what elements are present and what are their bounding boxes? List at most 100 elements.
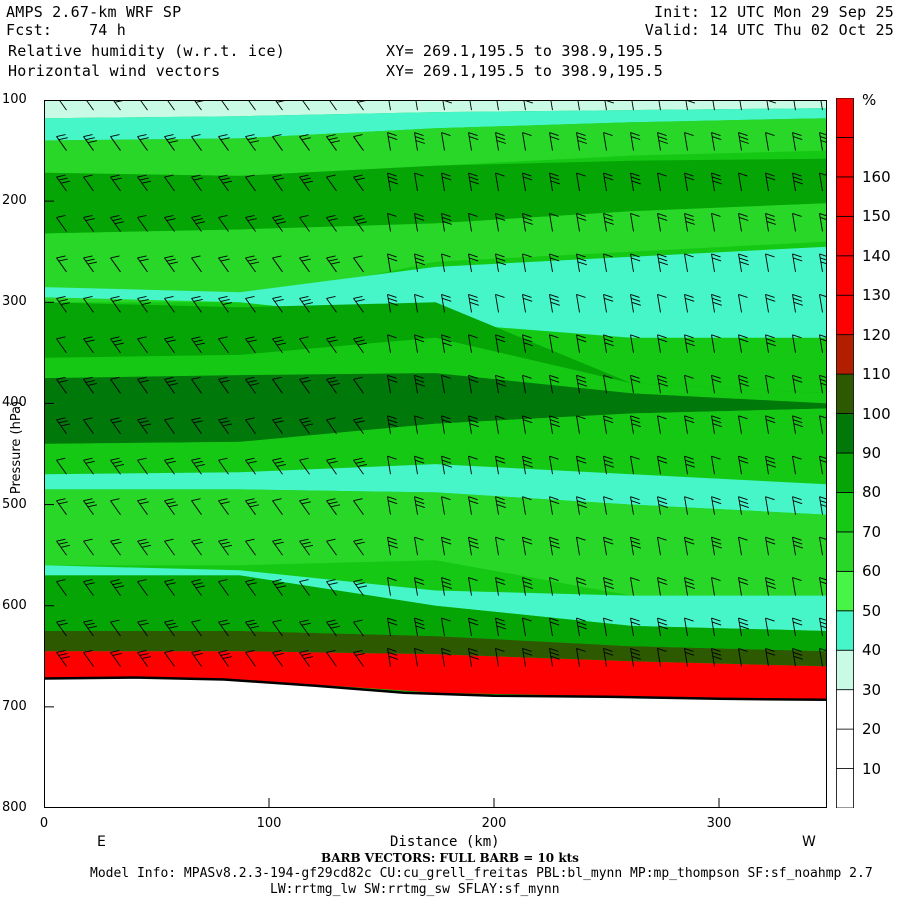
barb-staff (164, 652, 175, 667)
barb-flag (549, 536, 559, 541)
wind-barb (56, 295, 70, 313)
barb-flag (139, 653, 149, 656)
legend-swatch (836, 137, 854, 178)
wind-barb (765, 253, 775, 273)
wind-barb (137, 134, 149, 151)
barb-staff (792, 334, 796, 353)
barb-staff (495, 496, 499, 515)
wind-barb (272, 579, 286, 596)
wind-barb (738, 374, 749, 394)
barb-staff (191, 500, 202, 515)
wind-barb (468, 213, 478, 232)
wind-barb (630, 536, 641, 556)
barb-flag (301, 258, 311, 262)
barb-flag (442, 540, 452, 545)
barb-flag (141, 423, 151, 427)
wind-barb (56, 336, 67, 354)
barb-flag (388, 136, 398, 140)
barb-flag (495, 647, 505, 652)
barb-staff (56, 136, 67, 151)
barb-flag (218, 417, 228, 421)
barb-flag (631, 297, 641, 302)
barb-staff (56, 652, 67, 667)
barb-flag (496, 140, 506, 144)
barb-flag (576, 496, 586, 501)
barb-staff (441, 577, 445, 596)
barb-staff (576, 213, 580, 232)
wind-barb (245, 336, 257, 354)
wind-barb (603, 536, 614, 556)
barb-flag (522, 132, 532, 136)
wind-barb (549, 577, 559, 596)
barb-flag (684, 293, 694, 298)
barb-flag (496, 621, 506, 626)
barb-flag (793, 176, 803, 181)
barb-flag (249, 383, 259, 386)
barb-flag (658, 140, 668, 144)
wind-barb (299, 649, 313, 667)
barb-flag (819, 455, 827, 460)
barb-flag (577, 261, 587, 266)
barb-flag (522, 647, 532, 652)
header-model: AMPS 2.67-km WRF SP (6, 3, 182, 21)
barb-staff (218, 176, 229, 192)
wind-barb (164, 538, 175, 556)
barb-flag (604, 338, 614, 343)
legend-level-label: 80 (862, 483, 882, 502)
barb-flag (765, 536, 775, 541)
barb-staff (56, 217, 67, 232)
wind-barb (272, 417, 284, 435)
barb-flag (272, 255, 282, 259)
barb-staff (441, 496, 445, 515)
barb-flag (299, 174, 309, 178)
wind-barb (83, 579, 95, 596)
wind-barb (245, 619, 259, 637)
barb-flag (711, 293, 721, 298)
barb-flag (328, 582, 338, 586)
wind-barb (245, 376, 259, 394)
barb-staff (326, 459, 337, 475)
barb-staff (164, 581, 175, 596)
barb-flag (631, 655, 641, 660)
wind-barb (630, 617, 641, 637)
barb-staff (137, 217, 148, 232)
barb-flag (114, 342, 124, 346)
barb-staff (603, 334, 607, 353)
barb-flag (712, 540, 722, 545)
x-tick-label: 200 (481, 816, 507, 831)
barb-staff (711, 456, 715, 475)
wind-barb (56, 215, 67, 232)
barb-staff (684, 132, 688, 151)
barb-flag (657, 496, 667, 501)
barb-staff (738, 253, 742, 273)
barb-flag (631, 301, 641, 306)
barb-flag (56, 255, 66, 259)
barb-flag (523, 540, 533, 545)
barb-staff (110, 540, 121, 556)
barb-staff (576, 577, 580, 596)
barb-flag (164, 457, 174, 461)
barb-flag (247, 460, 257, 464)
barb-flag (442, 217, 452, 221)
barb-flag (247, 501, 257, 505)
barb-flag (247, 582, 257, 586)
barb-flag (220, 653, 230, 656)
barb-flag (85, 258, 95, 262)
barb-flag (139, 299, 149, 302)
barb-flag (85, 501, 95, 505)
barb-staff (387, 648, 391, 667)
barb-staff (468, 375, 472, 394)
barb-flag (60, 656, 70, 659)
barb-flag (819, 536, 827, 541)
barb-flag (630, 577, 640, 582)
legend-level-label: 50 (862, 601, 882, 620)
barb-flag (139, 420, 149, 424)
barb-staff (522, 375, 526, 394)
barb-staff (738, 132, 742, 151)
barb-flag (469, 621, 479, 626)
barb-flag (164, 255, 174, 259)
barb-flag (83, 619, 93, 623)
barb-flag (218, 376, 228, 380)
barb-flag (495, 374, 505, 379)
barb-staff (414, 132, 418, 151)
